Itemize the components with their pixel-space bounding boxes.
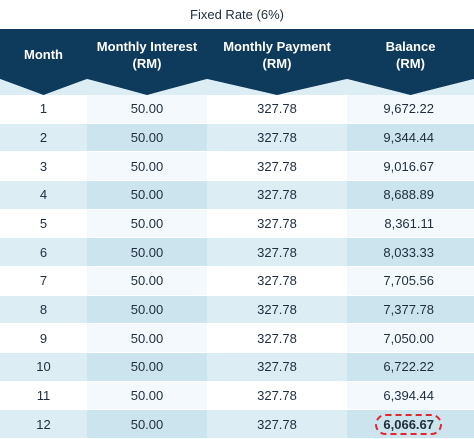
header-monthly-interest: Monthly Interest (RM) (87, 29, 207, 95)
table-row: 10 50.00 327.78 6,722.22 (0, 352, 474, 382)
header-interest-unit: (RM) (132, 56, 162, 71)
cell-month: 5 (0, 209, 87, 238)
cell-payment: 327.78 (207, 152, 347, 180)
header-balance-label: Balance (385, 39, 436, 54)
cell-balance: 7,377.78 (347, 295, 474, 324)
cell-interest: 50.00 (87, 123, 207, 152)
cell-interest: 50.00 (87, 152, 207, 180)
table-header: Month Monthly Interest (RM) Monthly Paym… (0, 29, 474, 95)
cell-balance: 6,722.22 (347, 352, 474, 381)
cell-month: 10 (0, 352, 87, 381)
table-row: 9 50.00 327.78 7,050.00 (0, 324, 474, 353)
cell-payment: 327.78 (207, 209, 347, 238)
cell-balance: 9,344.44 (347, 123, 474, 152)
header-balance: Balance (RM) (347, 29, 474, 95)
cell-payment: 327.78 (207, 381, 347, 410)
table-row: 12 50.00 327.78 6,066.67 (0, 410, 474, 439)
cell-interest: 50.00 (87, 352, 207, 381)
header-monthly-payment: Monthly Payment (RM) (207, 29, 347, 95)
header-month-label: Month (24, 47, 63, 62)
cell-interest: 50.00 (87, 381, 207, 410)
cell-payment: 327.78 (207, 266, 347, 295)
cell-payment: 327.78 (207, 180, 347, 209)
cell-payment: 327.78 (207, 352, 347, 381)
header-payment-unit: (RM) (262, 56, 292, 71)
table-row: 6 50.00 327.78 8,033.33 (0, 238, 474, 267)
table-row: 7 50.00 327.78 7,705.56 (0, 266, 474, 296)
cell-interest: 50.00 (87, 238, 207, 266)
cell-month: 8 (0, 295, 87, 324)
cell-month: 3 (0, 152, 87, 180)
cell-payment: 327.78 (207, 123, 347, 152)
cell-balance: 7,705.56 (347, 266, 474, 295)
cell-month: 6 (0, 238, 87, 266)
cell-month: 2 (0, 123, 87, 152)
cell-month: 4 (0, 180, 87, 209)
cell-balance: 8,033.33 (347, 238, 474, 266)
header-payment-label: Monthly Payment (223, 39, 331, 54)
table-row: 4 50.00 327.78 8,688.89 (0, 180, 474, 210)
cell-month: 1 (0, 95, 87, 123)
cell-month: 9 (0, 324, 87, 352)
cell-balance: 9,672.22 (347, 95, 474, 123)
highlighted-final-balance: 6,066.67 (375, 413, 442, 435)
table-row: 2 50.00 327.78 9,344.44 (0, 123, 474, 153)
cell-balance: 6,394.44 (347, 381, 474, 410)
cell-month: 11 (0, 381, 87, 410)
table-row: 3 50.00 327.78 9,016.67 (0, 152, 474, 181)
cell-interest: 50.00 (87, 180, 207, 209)
cell-interest: 50.00 (87, 266, 207, 295)
cell-month: 12 (0, 410, 87, 438)
cell-month: 7 (0, 266, 87, 295)
cell-balance: 8,361.11 (347, 209, 474, 238)
cell-interest: 50.00 (87, 410, 207, 438)
header-month: Month (0, 29, 87, 95)
header-interest-label: Monthly Interest (96, 39, 198, 54)
table-row: 11 50.00 327.78 6,394.44 (0, 381, 474, 411)
header-background (0, 29, 474, 95)
cell-interest: 50.00 (87, 209, 207, 238)
cell-interest: 50.00 (87, 324, 207, 352)
table-row: 5 50.00 327.78 8,361.11 (0, 209, 474, 239)
table-body: 1 50.00 327.78 9,672.22 2 50.00 327.78 9… (0, 95, 474, 439)
cell-payment: 327.78 (207, 324, 347, 352)
table-row: 8 50.00 327.78 7,377.78 (0, 295, 474, 325)
table-row: 1 50.00 327.78 9,672.22 (0, 95, 474, 124)
table-title: Fixed Rate (6%) (0, 0, 474, 29)
cell-payment: 327.78 (207, 295, 347, 324)
cell-balance: 9,016.67 (347, 152, 474, 180)
cell-payment: 327.78 (207, 410, 347, 438)
cell-balance: 8,688.89 (347, 180, 474, 209)
cell-payment: 327.78 (207, 95, 347, 123)
cell-payment: 327.78 (207, 238, 347, 266)
cell-balance: 7,050.00 (347, 324, 474, 352)
cell-balance-final: 6,066.67 (347, 410, 474, 438)
cell-interest: 50.00 (87, 295, 207, 324)
header-balance-unit: (RM) (396, 56, 425, 71)
cell-interest: 50.00 (87, 95, 207, 123)
